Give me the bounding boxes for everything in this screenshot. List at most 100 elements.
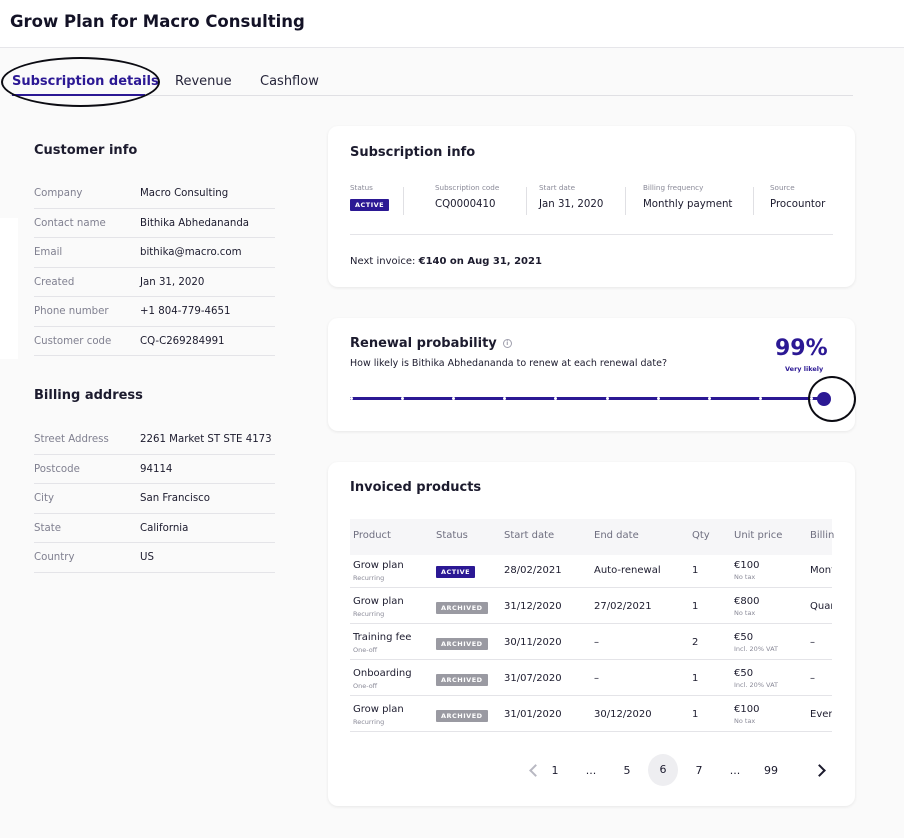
renewal-probability-label: Renewal probability: [350, 336, 497, 351]
renewal-date-tick[interactable]: [758, 397, 762, 400]
source-label: Source: [770, 183, 795, 192]
renewal-date-tick[interactable]: [503, 397, 507, 400]
page-link[interactable]: 1: [551, 764, 559, 777]
page-link[interactable]: 99: [764, 764, 778, 777]
billing-frequency-field: Billing frequency Monthly payment: [643, 183, 732, 217]
renewal-question: How likely is Bithika Abhedananda to ren…: [350, 358, 667, 369]
billing-frequency: Mont: [810, 565, 832, 576]
top-bar: Grow Plan for Macro Consulting: [0, 0, 904, 48]
column-header[interactable]: Billin: [810, 530, 835, 541]
billing-frequency: Quar: [810, 601, 832, 612]
price-note: No tax: [734, 717, 756, 725]
renewal-probability-title: Renewal probability i: [350, 336, 512, 351]
billing-frequency: Ever: [810, 709, 832, 720]
tabs-divider: [10, 95, 853, 96]
renewal-date-tick[interactable]: [554, 397, 558, 400]
info-label: Company: [34, 188, 83, 199]
source-field: Source Procountor: [770, 183, 825, 217]
product-type: Recurring: [353, 718, 385, 726]
start-date-label: Start date: [539, 183, 576, 192]
page-link[interactable]: 7: [695, 764, 703, 777]
highlight-circle-knob: [808, 376, 856, 422]
info-row: Street Address 2261 Market ST STE 4173: [34, 425, 275, 455]
quantity: 1: [692, 709, 699, 720]
renewal-track-line: [350, 397, 830, 400]
column-header[interactable]: Start date: [504, 530, 555, 541]
info-row: City San Francisco: [34, 484, 275, 514]
likelihood-label: Very likely: [785, 365, 824, 373]
next-invoice-label: Next invoice:: [350, 256, 419, 267]
price-note: Incl. 20% VAT: [734, 681, 779, 689]
page-link: ...: [585, 764, 597, 777]
tab-revenue[interactable]: Revenue: [175, 74, 232, 89]
unit-price: €50: [734, 632, 754, 643]
start-date: 30/11/2020: [504, 637, 562, 648]
subscription-info-card: Subscription info Status ACTIVE Subscrip…: [328, 126, 855, 287]
status-badge: ARCHIVED: [436, 638, 488, 650]
next-invoice-value: €140 on Aug 31, 2021: [418, 256, 542, 267]
field-divider: [625, 187, 626, 215]
info-label: Postcode: [34, 463, 80, 475]
renewal-date-tick[interactable]: [401, 397, 405, 400]
end-date: Auto-renewal: [594, 565, 661, 576]
renewal-date-tick[interactable]: [656, 397, 660, 400]
info-value: Jan 31, 2020: [140, 276, 205, 288]
subscription-code-label: Subscription code: [435, 183, 500, 192]
info-row: Postcode 94114: [34, 455, 275, 484]
page-link[interactable]: 5: [623, 764, 631, 777]
info-row: Phone number +1 804-779-4651: [34, 297, 275, 327]
quantity: 2: [692, 637, 699, 648]
column-header[interactable]: Status: [436, 530, 468, 541]
info-value: US: [140, 552, 154, 563]
field-divider: [753, 187, 754, 215]
end-date: 27/02/2021: [594, 601, 652, 612]
info-label: State: [34, 522, 61, 534]
page-current[interactable]: 6: [648, 754, 678, 786]
page-title: Grow Plan for Macro Consulting: [10, 12, 305, 31]
invoiced-products-card: Invoiced products Product Status Start dat…: [328, 462, 855, 806]
column-header[interactable]: Unit price: [734, 530, 783, 541]
table-header: [350, 519, 832, 555]
status-badge: ARCHIVED: [436, 710, 488, 722]
column-header[interactable]: End date: [594, 530, 639, 541]
tab-cashflow[interactable]: Cashflow: [260, 74, 319, 89]
info-row: Country US: [34, 543, 275, 573]
renewal-date-tick[interactable]: [350, 397, 353, 400]
highlight-circle-tab: [1, 57, 160, 107]
renewal-date-tick[interactable]: [707, 397, 711, 400]
price-note: Incl. 20% VAT: [734, 645, 779, 653]
info-label: City: [34, 493, 54, 504]
info-value: California: [140, 522, 189, 534]
field-divider: [403, 187, 404, 215]
info-label: Email: [34, 247, 63, 258]
info-icon[interactable]: i: [502, 339, 512, 348]
info-value: CQ-C269284991: [140, 335, 225, 347]
chevron-right-icon[interactable]: [813, 764, 826, 777]
start-date: 31/01/2020: [504, 709, 562, 720]
field-divider: [526, 187, 527, 215]
column-header[interactable]: Product: [353, 530, 391, 541]
info-label: Phone number: [34, 306, 109, 317]
price-note: No tax: [734, 609, 756, 617]
row-divider: [350, 731, 832, 732]
info-row: Created Jan 31, 2020: [34, 268, 275, 297]
info-value: San Francisco: [140, 493, 210, 504]
unit-price: €800: [734, 596, 760, 607]
info-value: 2261 Market ST STE 4173: [140, 434, 272, 445]
status-badge: ARCHIVED: [436, 674, 488, 686]
subscription-info-title: Subscription info: [350, 145, 476, 160]
product-type: One-off: [353, 646, 378, 654]
row-divider: [350, 623, 832, 624]
billing-frequency: –: [810, 673, 815, 684]
renewal-date-tick[interactable]: [452, 397, 456, 400]
info-row: State California: [34, 514, 275, 543]
renewal-probability-card: Renewal probability i How likely is Bithi…: [328, 318, 855, 431]
customer-info-title: Customer info: [34, 143, 138, 158]
price-note: No tax: [734, 573, 756, 581]
subscription-code-value: CQ0000410: [435, 199, 496, 210]
status-badge: ACTIVE: [436, 566, 476, 578]
start-date: 28/02/2021: [504, 565, 562, 576]
renewal-date-tick[interactable]: [605, 397, 609, 400]
info-value: 94114: [140, 463, 173, 475]
column-header[interactable]: Qty: [692, 530, 710, 541]
